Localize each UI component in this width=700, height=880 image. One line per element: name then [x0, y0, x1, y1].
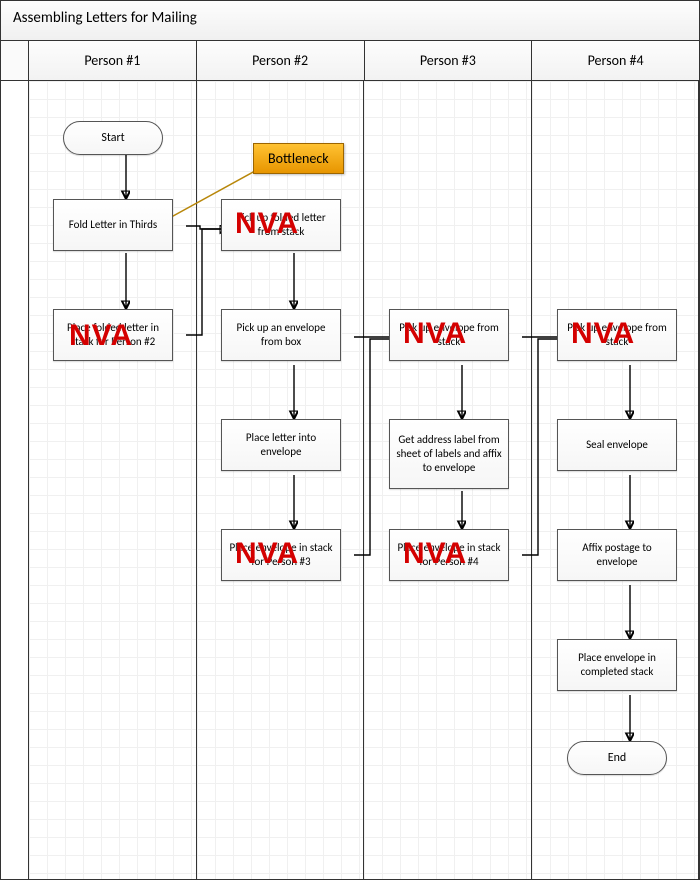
p2-place-node: Place letter into envelope: [221, 419, 341, 471]
p4-postage-node: Affix postage to envelope: [557, 529, 677, 581]
diagram-page: Assembling Letters for Mailing Person #1…: [0, 0, 700, 880]
lane-head-3: Person #3: [365, 41, 533, 80]
p1-stack-node: Place folded letter in stack for Person …: [53, 309, 173, 361]
end-node: End: [567, 741, 667, 775]
page-title: Assembling Letters for Mailing: [1, 1, 699, 41]
p2-envelope-node: Pick up an envelope from box: [221, 309, 341, 361]
start-node: Start: [63, 121, 163, 155]
lane-head-4: Person #4: [532, 41, 699, 80]
lane-gutter-head: [1, 41, 29, 80]
lane-gutter-body: [1, 81, 29, 879]
p3-label-node: Get address label from sheet of labels a…: [389, 419, 509, 489]
p2-pick-node: Pick up folded letter from stack: [221, 199, 341, 251]
lane-head-1: Person #1: [29, 41, 197, 80]
p3-stack-node: Place envelope in stack for Person #4: [389, 529, 509, 581]
p4-pick-node: Pick up envelope from stack: [557, 309, 677, 361]
fold-letter-node: Fold Letter in Thirds: [53, 199, 173, 251]
lane-head-2: Person #2: [197, 41, 365, 80]
p4-seal-node: Seal envelope: [557, 419, 677, 471]
p2-stack-node: Place envelope in stack for Person #3: [221, 529, 341, 581]
bottleneck-callout: Bottleneck: [253, 143, 344, 174]
lane-header-row: Person #1 Person #2 Person #3 Person #4: [1, 41, 699, 81]
p4-done-node: Place envelope in completed stack: [557, 639, 677, 691]
p3-pick-node: Pick up envelope from stack: [389, 309, 509, 361]
lane-body: Start Fold Letter in Thirds Place folded…: [1, 81, 699, 879]
